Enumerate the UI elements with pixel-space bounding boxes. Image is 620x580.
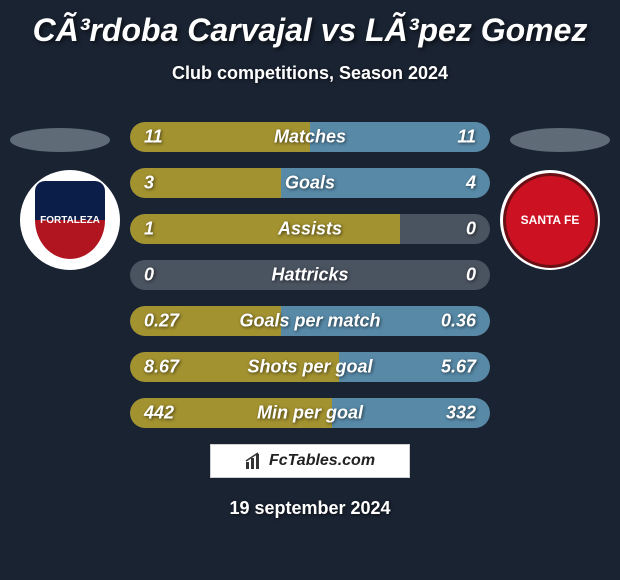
- shadow-ellipse-right: [510, 128, 610, 152]
- stat-label: Min per goal: [130, 403, 490, 424]
- stat-label: Hattricks: [130, 265, 490, 286]
- stat-row: 8.67Shots per goal5.67: [130, 352, 490, 382]
- stat-value-right: 332: [446, 403, 476, 424]
- stat-label: Matches: [130, 127, 490, 148]
- team-logo-right: SANTA FE: [500, 170, 600, 270]
- chart-icon: [245, 452, 263, 470]
- stat-value-right: 11: [457, 127, 476, 148]
- stat-row: 11Matches11: [130, 122, 490, 152]
- stat-label: Shots per goal: [130, 357, 490, 378]
- date-line: 19 september 2024: [0, 498, 620, 519]
- stat-row: 3Goals4: [130, 168, 490, 198]
- stat-value-right: 5.67: [441, 357, 476, 378]
- team-logo-left: FORTALEZA: [20, 170, 120, 270]
- comparison-bars: 11Matches113Goals41Assists00Hattricks00.…: [130, 122, 490, 444]
- fctables-watermark: FcTables.com: [210, 444, 410, 478]
- stat-value-right: 0.36: [441, 311, 476, 332]
- stat-row: 1Assists0: [130, 214, 490, 244]
- stat-value-right: 0: [466, 265, 476, 286]
- team-logo-right-inner: SANTA FE: [503, 173, 598, 268]
- watermark-text: FcTables.com: [269, 452, 375, 470]
- page-subtitle: Club competitions, Season 2024: [0, 63, 620, 84]
- stat-row: 0Hattricks0: [130, 260, 490, 290]
- stat-value-right: 0: [466, 219, 476, 240]
- stat-row: 442Min per goal332: [130, 398, 490, 428]
- shadow-ellipse-left: [10, 128, 110, 152]
- stat-row: 0.27Goals per match0.36: [130, 306, 490, 336]
- team-logo-left-inner: FORTALEZA: [35, 181, 105, 259]
- stat-label: Goals per match: [130, 311, 490, 332]
- stat-label: Goals: [130, 173, 490, 194]
- stat-label: Assists: [130, 219, 490, 240]
- page-title: CÃ³rdoba Carvajal vs LÃ³pez Gomez: [0, 0, 620, 49]
- stat-value-right: 4: [466, 173, 476, 194]
